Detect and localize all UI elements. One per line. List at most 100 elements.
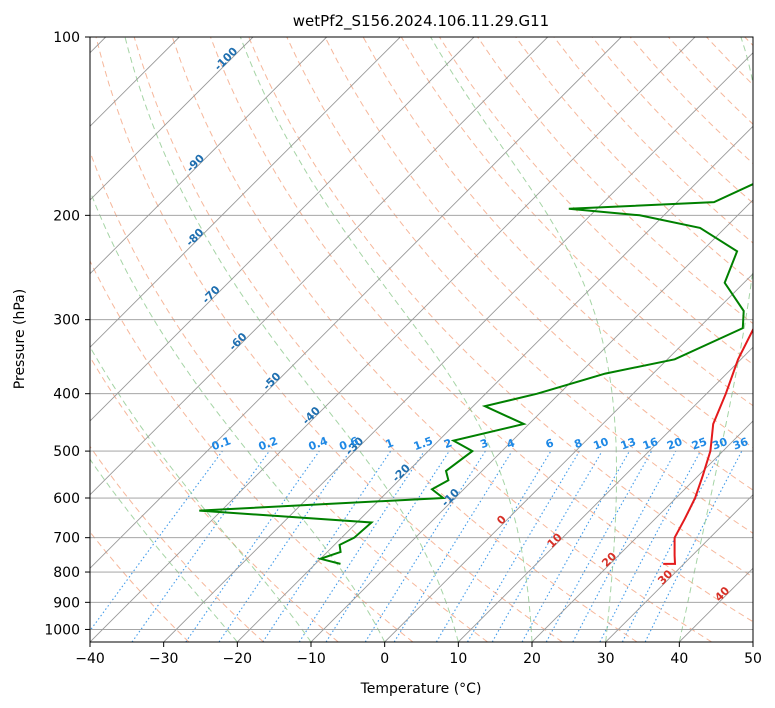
isotherm-line <box>90 37 622 569</box>
plot-frame <box>89 36 754 643</box>
mixing-ratio-label: 13 <box>619 435 638 452</box>
isotherm-line <box>90 37 549 496</box>
y-tick-label: 100 <box>53 30 80 46</box>
isotherm-line <box>163 52 753 642</box>
y-tick-label: 400 <box>53 387 80 403</box>
y-tick-label: 900 <box>53 595 80 611</box>
x-tick-label: 0 <box>380 651 389 667</box>
mixing-ratio-line <box>298 450 425 642</box>
dry-adiabat-label: -50 <box>260 370 283 393</box>
y-tick-label: 1000 <box>44 622 80 638</box>
dry-adiabat-line <box>90 445 264 642</box>
dry-adiabat-line <box>210 37 753 623</box>
isotherm-line <box>90 37 475 422</box>
y-axis: 100 200 300 400 500 600 700 800 900 1000 <box>44 30 90 638</box>
mixing-ratio-label: 30 <box>710 435 729 453</box>
mixing-ratio-label: 3 <box>478 436 490 451</box>
mixing-ratio-line <box>218 450 351 642</box>
y-axis-label: Pressure (hPa) <box>12 289 28 389</box>
mixing-ratio-line <box>185 450 320 642</box>
x-tick-label: 10 <box>449 651 467 667</box>
mixing-ratio-line <box>572 450 677 642</box>
mixing-ratio-label: 0.6 <box>338 434 361 453</box>
mixing-ratio-label: 8 <box>572 436 584 451</box>
isotherm-line <box>531 420 753 642</box>
mixing-ratio-line <box>435 450 552 642</box>
dry-adiabat-label: -100 <box>212 44 241 73</box>
mixing-ratio-label: 0.1 <box>210 434 233 453</box>
adiabat-labels: -100-90-80-70-60-50-40-30-20-10010203040… <box>183 44 750 604</box>
isotherm-line <box>236 125 753 642</box>
moist-adiabat-line <box>124 37 459 642</box>
isotherm-line <box>90 37 401 348</box>
profile-line <box>199 183 753 565</box>
mixing-ratio-label: 36 <box>731 435 750 453</box>
mixing-ratio-line <box>521 450 630 642</box>
mixing-ratio-line <box>325 450 450 642</box>
dry-adiabat-line <box>171 37 712 642</box>
mixing-ratio-line <box>90 450 223 632</box>
dry-adiabat-line <box>90 531 190 642</box>
mixing-ratio-line <box>467 450 580 642</box>
moist-adiabat-line <box>678 37 753 642</box>
isotherm-line <box>310 199 753 642</box>
mixing-ratio-line <box>599 450 701 642</box>
dry-adiabat-label: -90 <box>184 151 207 174</box>
mixing-ratio-line <box>364 450 486 642</box>
dry-adiabat-line <box>553 37 753 244</box>
dry-adiabat-line <box>324 37 753 491</box>
y-tick-label: 800 <box>53 565 80 581</box>
mixing-ratio-label: 16 <box>641 435 660 453</box>
isotherm-line <box>457 346 753 642</box>
mixing-ratio-label: 2 <box>442 436 454 451</box>
dry-adiabat-label: -70 <box>200 283 223 306</box>
dry-adiabat-line <box>95 37 563 642</box>
y-tick-label: 600 <box>53 491 80 507</box>
dry-adiabat-label: -20 <box>390 461 413 484</box>
x-tick-label: 20 <box>523 651 541 667</box>
dry-adiabat-line <box>744 37 753 47</box>
x-tick-label: −10 <box>296 651 326 667</box>
isotherm-line <box>678 567 753 642</box>
mixing-ratio-line <box>644 450 743 642</box>
moist-adiabat-line <box>90 458 238 642</box>
dry-adiabat-label: -60 <box>226 330 249 353</box>
mixing-ratio-label: 1 <box>384 436 396 451</box>
dry-adiabat-label: -40 <box>300 404 323 427</box>
mixing-ratio-line <box>393 450 513 642</box>
mixing-ratio-line <box>131 450 270 642</box>
moist-adiabat-line <box>239 37 533 642</box>
isotherm-line <box>605 494 753 642</box>
dry-adiabat-label: -10 <box>439 486 462 509</box>
mixing-ratio-line <box>262 450 392 642</box>
y-tick-label: 700 <box>53 531 80 547</box>
mixing-ratio-label: 0.4 <box>307 434 330 453</box>
x-tick-label: 40 <box>670 651 688 667</box>
x-axis: −40 −30 −20 −10 0 10 20 30 40 50 <box>75 642 762 667</box>
x-tick-label: 50 <box>744 651 762 667</box>
moist-adiabat-line <box>90 189 386 642</box>
dry-adiabat-line <box>248 37 753 578</box>
dry-adiabat-line <box>286 37 753 534</box>
mixing-ratio-label: 1.5 <box>412 434 435 453</box>
dry-adiabat-label: -80 <box>183 226 206 249</box>
x-tick-label: −30 <box>149 651 179 667</box>
mixing-ratio-label: 10 <box>592 435 611 453</box>
isotherm-line <box>752 641 753 642</box>
dry-adiabat-line <box>90 150 488 642</box>
x-tick-label: −20 <box>223 651 253 667</box>
mixing-ratio-label: 20 <box>665 435 684 453</box>
isotherm-line <box>384 273 753 642</box>
dry-adiabat-label: 40 <box>712 584 732 604</box>
mixing-ratio-label: 6 <box>544 436 556 451</box>
mixing-ratio-line <box>545 450 653 642</box>
isotherm-line <box>90 37 696 642</box>
dry-adiabat-line <box>90 259 414 642</box>
mixing-ratio-label: 0.2 <box>257 434 280 453</box>
background-lines <box>90 37 753 642</box>
y-tick-label: 200 <box>53 208 80 224</box>
profile-line <box>663 326 753 565</box>
moist-adiabat-line <box>430 37 617 642</box>
mixing-ratio-label: 25 <box>690 435 709 452</box>
